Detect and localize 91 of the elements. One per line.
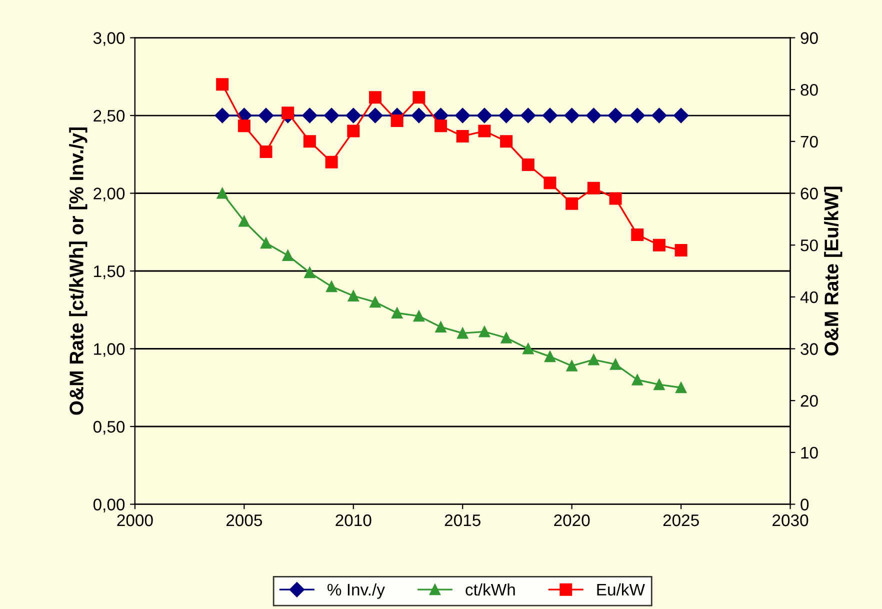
- y-tick-label: 3,00: [93, 32, 125, 46]
- point: [652, 238, 666, 252]
- point: [238, 120, 250, 132]
- point: [347, 124, 360, 138]
- x-tick-label: 2010: [336, 514, 372, 526]
- y2-tick-label: 80: [800, 84, 818, 96]
- point: [674, 244, 688, 257]
- point: [673, 108, 689, 124]
- y-tick-label: 2,00: [94, 188, 125, 202]
- y2-tick-label: 60: [800, 188, 818, 200]
- point: [282, 106, 294, 120]
- x-tick-label: 2000: [117, 514, 153, 526]
- point: [566, 360, 578, 372]
- point: [411, 108, 426, 124]
- point: [260, 237, 272, 249]
- point: [610, 358, 622, 370]
- y2-tick-label: 10: [801, 446, 818, 459]
- point: [544, 350, 556, 362]
- legend-label: ct/kWh: [466, 583, 515, 596]
- point: [348, 290, 359, 302]
- point: [652, 108, 667, 124]
- point: [456, 130, 469, 142]
- point: [368, 108, 383, 124]
- point: [654, 378, 665, 390]
- legend-label: Eu/kW: [597, 583, 645, 596]
- point: [412, 91, 426, 104]
- x-tick-label: 2020: [554, 514, 590, 526]
- y-tick-label: 0,00: [93, 498, 125, 512]
- y-tick-label: 2,50: [94, 110, 125, 124]
- point: [520, 108, 536, 124]
- point: [564, 108, 580, 124]
- y2-tick-label: 70: [800, 136, 818, 148]
- x-tick-label: 2005: [226, 514, 262, 526]
- point: [303, 135, 316, 148]
- point: [478, 326, 490, 338]
- point: [478, 124, 491, 138]
- point: [214, 108, 230, 124]
- point: [566, 197, 578, 210]
- point: [282, 250, 294, 262]
- point: [390, 114, 404, 127]
- point: [258, 108, 274, 124]
- y-tick-label: 1,00: [94, 343, 125, 357]
- point: [216, 188, 228, 199]
- point: [435, 321, 446, 333]
- y2-tick-label: 30: [800, 343, 818, 355]
- x-tick-label: 2015: [444, 514, 480, 526]
- legend-label: % Inv./y: [328, 583, 385, 599]
- point: [609, 192, 622, 205]
- y-axis-title: O&M Rate [ct/kWh] or [% Inv./y]: [69, 128, 88, 415]
- point: [238, 216, 250, 227]
- point: [588, 354, 600, 366]
- point: [500, 332, 512, 344]
- point: [325, 156, 338, 168]
- point: [476, 108, 492, 124]
- point: [457, 328, 468, 339]
- y2-tick-label: 50: [800, 239, 818, 252]
- point: [608, 108, 624, 124]
- point: [346, 108, 361, 124]
- point: [216, 78, 229, 91]
- point: [326, 281, 338, 292]
- point: [522, 343, 534, 354]
- point: [631, 228, 644, 241]
- point: [392, 307, 403, 319]
- point: [675, 382, 687, 394]
- point: [370, 296, 381, 308]
- point: [500, 135, 513, 148]
- y2-tick-label: 90: [800, 32, 818, 44]
- point: [544, 176, 556, 190]
- x-tick-label: 2025: [663, 514, 699, 526]
- point: [522, 158, 534, 171]
- point: [368, 91, 382, 104]
- y2-axis-title: O&M Rate [Eu/kW]: [824, 186, 842, 356]
- point: [630, 108, 645, 124]
- point: [498, 108, 514, 124]
- y2-tick-label: 40: [800, 291, 818, 304]
- point: [542, 108, 558, 124]
- y2-tick-label: 0: [800, 498, 809, 510]
- point: [413, 310, 424, 322]
- point: [586, 108, 602, 124]
- point: [587, 182, 600, 194]
- point: [304, 267, 316, 278]
- point: [324, 108, 340, 124]
- y-tick-label: 0,50: [93, 420, 125, 435]
- point: [302, 108, 318, 124]
- y2-tick-label: 20: [800, 394, 818, 407]
- y-tick-label: 1,50: [94, 265, 125, 280]
- point: [434, 120, 448, 132]
- point: [260, 146, 272, 158]
- x-tick-label: 2030: [772, 514, 808, 526]
- point: [632, 374, 643, 386]
- point: [455, 108, 470, 124]
